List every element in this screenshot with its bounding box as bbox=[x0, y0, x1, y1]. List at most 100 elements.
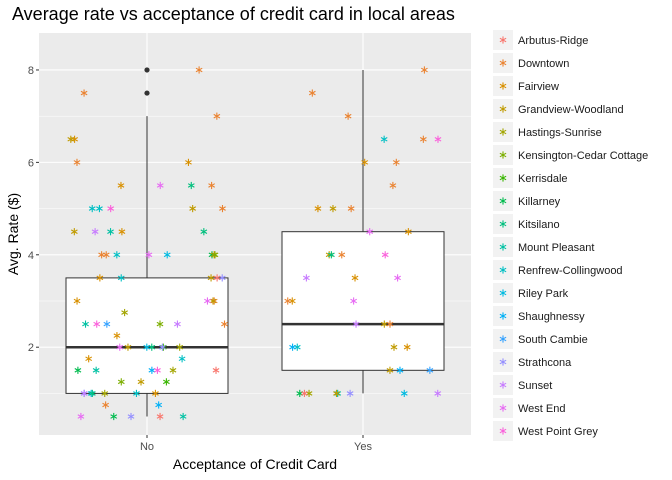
legend-item: Arbutus-Ridge bbox=[493, 30, 588, 50]
data-point bbox=[351, 274, 359, 282]
data-point bbox=[179, 412, 187, 421]
data-point bbox=[333, 389, 340, 398]
data-point bbox=[155, 401, 163, 409]
y-tick-label: 8 bbox=[28, 65, 34, 77]
x-axis-title: Acceptance of Credit Card bbox=[173, 456, 337, 472]
data-point bbox=[117, 181, 125, 190]
data-point bbox=[434, 135, 442, 143]
data-point bbox=[162, 378, 170, 386]
data-point bbox=[289, 343, 296, 351]
data-point bbox=[103, 320, 111, 328]
legend-item: Fairview bbox=[493, 76, 559, 96]
data-point bbox=[346, 389, 354, 398]
data-point bbox=[154, 366, 161, 374]
data-point bbox=[381, 251, 389, 259]
data-point bbox=[499, 36, 507, 44]
data-point bbox=[499, 59, 507, 67]
data-point bbox=[93, 320, 101, 328]
data-point bbox=[152, 389, 159, 398]
data-point bbox=[80, 389, 88, 398]
legend-label: Downtown bbox=[518, 58, 569, 70]
data-point bbox=[156, 412, 164, 421]
data-point bbox=[137, 378, 145, 386]
data-point bbox=[347, 204, 355, 213]
data-point bbox=[392, 158, 400, 166]
data-point bbox=[499, 381, 507, 389]
data-point bbox=[338, 251, 346, 259]
legend-label: Strathcona bbox=[518, 357, 572, 369]
data-point bbox=[102, 401, 110, 409]
data-point bbox=[208, 181, 215, 190]
data-point bbox=[210, 297, 218, 305]
data-point bbox=[221, 320, 228, 328]
data-point bbox=[88, 389, 96, 398]
box-yes bbox=[281, 69, 445, 394]
legend-item: South Cambie bbox=[493, 329, 588, 349]
data-point bbox=[403, 343, 411, 351]
legend-label: Killarney bbox=[518, 196, 561, 208]
data-point bbox=[189, 204, 197, 213]
legend-item: Kerrisdale bbox=[493, 168, 568, 188]
x-tick-label: No bbox=[140, 441, 154, 453]
data-point bbox=[169, 366, 177, 374]
data-point bbox=[117, 274, 125, 282]
data-point bbox=[327, 251, 335, 259]
data-point bbox=[174, 320, 181, 328]
data-point bbox=[73, 158, 81, 166]
legend-item: West End bbox=[493, 398, 566, 418]
data-point bbox=[426, 366, 434, 374]
data-point bbox=[434, 389, 442, 398]
data-point bbox=[344, 112, 352, 120]
legend-label: Mount Pleasant bbox=[518, 242, 594, 254]
data-point bbox=[156, 320, 164, 328]
data-point bbox=[499, 151, 507, 159]
data-point bbox=[386, 366, 394, 374]
legend-label: Fairview bbox=[518, 81, 559, 93]
data-point bbox=[404, 228, 412, 236]
legend-label: Hastings-Sunrise bbox=[518, 127, 602, 139]
data-point bbox=[419, 135, 427, 143]
data-point bbox=[70, 228, 78, 236]
legend-label: Kensington-Cedar Cottage bbox=[518, 150, 648, 162]
legend-item: Killarney bbox=[493, 191, 561, 211]
data-point bbox=[380, 135, 388, 143]
data-point bbox=[499, 289, 507, 297]
data-point bbox=[101, 389, 109, 398]
y-tick-label: 4 bbox=[28, 250, 34, 262]
data-point bbox=[113, 251, 121, 259]
legend-label: Grandview-Woodland bbox=[518, 104, 624, 116]
legend-item: Shaughnessy bbox=[493, 306, 585, 326]
data-point bbox=[499, 82, 507, 90]
data-point bbox=[158, 343, 166, 351]
data-point bbox=[148, 366, 156, 374]
data-point bbox=[334, 389, 342, 398]
legend-label: West End bbox=[518, 403, 566, 415]
y-tick-label: 2 bbox=[28, 342, 34, 354]
data-point bbox=[163, 251, 171, 259]
data-point bbox=[499, 266, 507, 274]
legend-label: South Cambie bbox=[518, 334, 588, 346]
data-point bbox=[211, 251, 219, 259]
data-point bbox=[301, 389, 308, 398]
data-point bbox=[314, 204, 322, 213]
data-point bbox=[82, 320, 89, 328]
data-point bbox=[499, 404, 507, 412]
legend-label: Kerrisdale bbox=[518, 173, 568, 185]
data-point bbox=[499, 128, 507, 136]
outlier-point bbox=[144, 67, 150, 73]
data-point bbox=[117, 378, 125, 386]
data-point bbox=[212, 366, 220, 374]
chart-title: Average rate vs acceptance of credit car… bbox=[12, 4, 455, 24]
data-point bbox=[302, 274, 310, 282]
data-point bbox=[308, 89, 316, 97]
data-point bbox=[176, 343, 184, 351]
data-point bbox=[499, 427, 507, 435]
data-point bbox=[110, 412, 118, 421]
data-point bbox=[499, 197, 507, 205]
data-point bbox=[133, 389, 140, 398]
legend-item: Kensington-Cedar Cottage bbox=[493, 145, 648, 165]
data-point bbox=[499, 335, 507, 343]
data-point bbox=[124, 343, 132, 351]
data-point bbox=[87, 389, 95, 398]
